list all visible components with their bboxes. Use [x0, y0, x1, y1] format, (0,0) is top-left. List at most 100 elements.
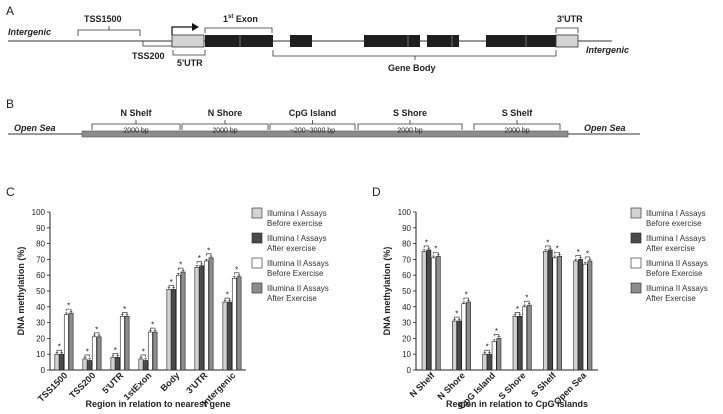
x-axis-title: Region in relation to nearest gene: [85, 399, 230, 409]
significance-bracket: [206, 253, 212, 256]
significance-star: *: [207, 246, 210, 255]
legend-label: Illumina I Assays: [267, 234, 327, 243]
bar: [203, 260, 209, 371]
chart-d: 0 10 20 30 40 50 60 70 80 90 100 DNA methylation (%…: [382, 207, 708, 411]
legend-label: Before exercise: [646, 219, 702, 228]
cpg-region-bar: [81, 130, 569, 138]
category-label: TSS200: [67, 370, 97, 400]
legend-label: Before Exercise: [646, 269, 703, 278]
cpg-region-name: S Shore: [393, 108, 427, 118]
category-label: S Shelf: [529, 370, 558, 399]
category-label: TSS1500: [36, 370, 70, 404]
legend-swatch: [630, 232, 642, 244]
legend-label: Illumina II Assays: [646, 284, 708, 293]
significance-star: *: [86, 347, 89, 356]
intergenic-right-label: Intergenic: [586, 45, 629, 55]
bar: [227, 301, 233, 371]
significance-bracket: [150, 327, 156, 331]
significance-bracket: [224, 297, 230, 301]
bar: [171, 289, 177, 371]
tss-arrow-icon: [192, 23, 199, 31]
cpg-region-size: ~200~3000 bp: [290, 128, 335, 135]
significance-star: *: [546, 238, 549, 247]
legend-label: Illumina II Assays: [267, 284, 329, 293]
y-tick-label: 100: [398, 208, 412, 217]
open-sea-left-label: Open Sea: [14, 123, 56, 133]
category-label: Body: [158, 370, 181, 393]
significance-bracket: [493, 334, 500, 337]
bar: [138, 358, 144, 371]
bar: [573, 260, 579, 371]
y-tick-label: 10: [36, 350, 45, 359]
tss1500-bracket: [77, 29, 141, 36]
y-tick-label: 90: [402, 224, 411, 233]
significance-bracket: [554, 251, 560, 255]
significance-bracket: [84, 354, 90, 357]
y-tick-label: 0: [41, 366, 46, 375]
bar: [54, 353, 60, 371]
panel-b-letter: B: [6, 97, 14, 111]
bar: [180, 271, 186, 371]
exon-1-label: 1st Exon: [223, 14, 258, 24]
cpg-region-size: 2000 bp: [212, 128, 237, 135]
significance-bracket: [234, 272, 240, 275]
panel-d-letter: D: [372, 185, 381, 199]
bar: [96, 336, 102, 371]
utr5-bracket: [172, 50, 206, 56]
tss-arrow-line: [171, 26, 192, 35]
y-axis-title: DNA methylation (%): [382, 247, 392, 336]
legend-label: After exercise: [646, 244, 695, 253]
significance-star: *: [226, 291, 229, 300]
y-tick-label: 60: [402, 271, 411, 280]
significance-bracket: [463, 297, 469, 301]
significance-star: *: [455, 310, 458, 319]
panel-d: D 0 10 20 30 40 50 60 70 80 90 100 DNA methylation …: [372, 185, 708, 411]
bar: [421, 251, 427, 371]
bar: [587, 260, 593, 371]
legend-swatch: [251, 232, 263, 244]
significance-bracket: [178, 267, 184, 271]
panel-a-letter: A: [6, 4, 14, 18]
significance-bracket: [423, 245, 430, 248]
utr3-box: [555, 34, 579, 48]
significance-bracket: [122, 311, 128, 315]
bar: [496, 338, 502, 371]
bar: [59, 353, 65, 371]
exon-1-bracket: [204, 27, 273, 33]
y-tick-label: 0: [407, 366, 412, 375]
bar: [491, 341, 497, 371]
category-label: 1stExon: [122, 370, 154, 402]
bar: [147, 331, 153, 371]
significance-bracket: [66, 308, 72, 312]
bar: [175, 274, 181, 371]
chart-c: 0 10 20 30 40 50 60 70 80 90 100 DNA methylation (%…: [16, 207, 329, 409]
significance-star: *: [556, 245, 559, 254]
bar: [236, 276, 242, 371]
significance-bracket: [545, 245, 551, 248]
legend-swatch: [251, 282, 263, 294]
significance-star: *: [198, 254, 201, 263]
legend-label: After exercise: [267, 244, 316, 253]
y-tick-label: 70: [402, 255, 411, 264]
intergenic-left-label: Intergenic: [8, 27, 51, 37]
legend-swatch: [630, 207, 642, 219]
significance-bracket: [433, 251, 439, 255]
significance-bracket: [112, 353, 118, 356]
cpg-region-size: 2000 bp: [123, 128, 148, 135]
significance-bracket: [196, 261, 202, 264]
bar: [91, 336, 97, 371]
exon-1-label-post: Exon: [233, 14, 258, 24]
bar: [517, 315, 523, 371]
legend-label: After Exercise: [267, 294, 317, 303]
tss200-label: TSS200: [132, 51, 165, 61]
tss200-bracket: [142, 41, 173, 47]
utr3-bracket: [555, 27, 579, 33]
exon-box: [486, 35, 556, 47]
cpg-region-size: 2000 bp: [504, 128, 529, 135]
y-tick-label: 50: [36, 287, 45, 296]
y-tick-label: 70: [36, 255, 45, 264]
bar: [456, 320, 462, 371]
significance-star: *: [114, 346, 117, 355]
y-tick-label: 40: [402, 303, 411, 312]
y-tick-label: 60: [36, 271, 45, 280]
